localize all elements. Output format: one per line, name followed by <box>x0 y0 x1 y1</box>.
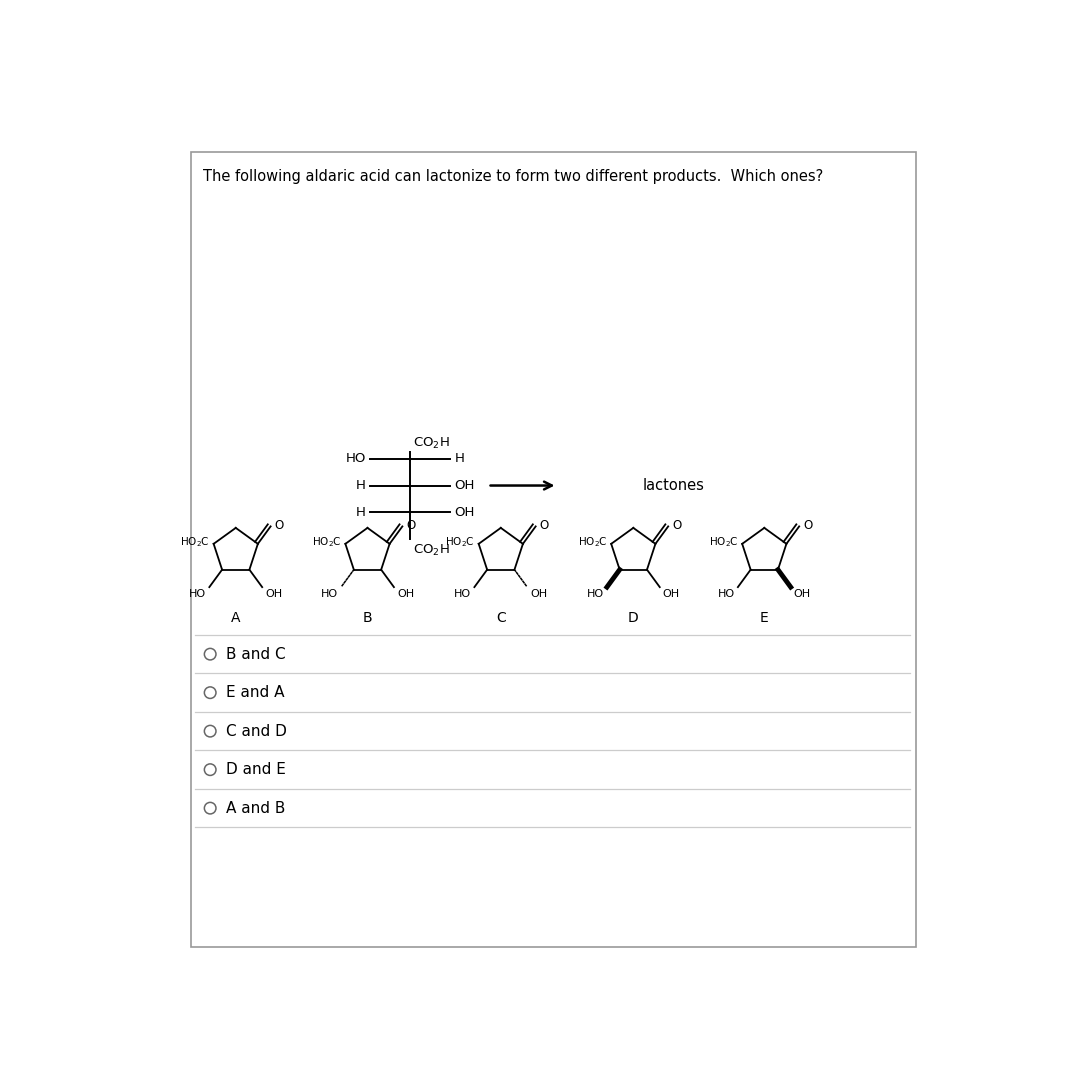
Text: HO: HO <box>717 589 734 598</box>
Text: B and C: B and C <box>227 646 286 662</box>
Text: HO$_2$C: HO$_2$C <box>578 535 607 549</box>
Text: H: H <box>356 479 366 492</box>
Text: OH: OH <box>530 589 548 598</box>
Text: HO$_2$C: HO$_2$C <box>312 535 341 549</box>
Text: HO: HO <box>586 589 604 598</box>
Text: B: B <box>363 611 373 625</box>
Text: OH: OH <box>663 589 680 598</box>
Text: O: O <box>274 519 284 532</box>
Text: HO$_2$C: HO$_2$C <box>445 535 475 549</box>
Text: HO: HO <box>189 589 206 598</box>
Text: C: C <box>496 611 505 625</box>
Text: HO$_2$C: HO$_2$C <box>708 535 739 549</box>
Text: E: E <box>760 611 769 625</box>
Text: OH: OH <box>455 479 475 492</box>
Text: E and A: E and A <box>227 685 285 701</box>
Text: D: D <box>627 611 638 625</box>
FancyBboxPatch shape <box>191 152 916 947</box>
Text: O: O <box>672 519 681 532</box>
Text: A: A <box>231 611 241 625</box>
Text: H: H <box>455 453 464 465</box>
Text: HO: HO <box>321 589 338 598</box>
Text: H: H <box>356 506 366 519</box>
Text: HO: HO <box>455 589 471 598</box>
Text: lactones: lactones <box>643 478 704 493</box>
Text: O: O <box>406 519 416 532</box>
Text: CO$_2$H: CO$_2$H <box>414 543 450 558</box>
Text: C and D: C and D <box>227 724 287 739</box>
Text: A and B: A and B <box>227 801 286 816</box>
Text: OH: OH <box>266 589 282 598</box>
Text: O: O <box>540 519 549 532</box>
Text: HO$_2$C: HO$_2$C <box>180 535 210 549</box>
Text: The following aldaric acid can lactonize to form two different products.  Which : The following aldaric acid can lactonize… <box>203 169 823 184</box>
Text: CO$_2$H: CO$_2$H <box>414 436 450 450</box>
Text: O: O <box>804 519 812 532</box>
Text: OH: OH <box>455 506 475 519</box>
Text: OH: OH <box>397 589 414 598</box>
Text: HO: HO <box>346 453 366 465</box>
Text: D and E: D and E <box>227 763 286 777</box>
Text: OH: OH <box>794 589 811 598</box>
